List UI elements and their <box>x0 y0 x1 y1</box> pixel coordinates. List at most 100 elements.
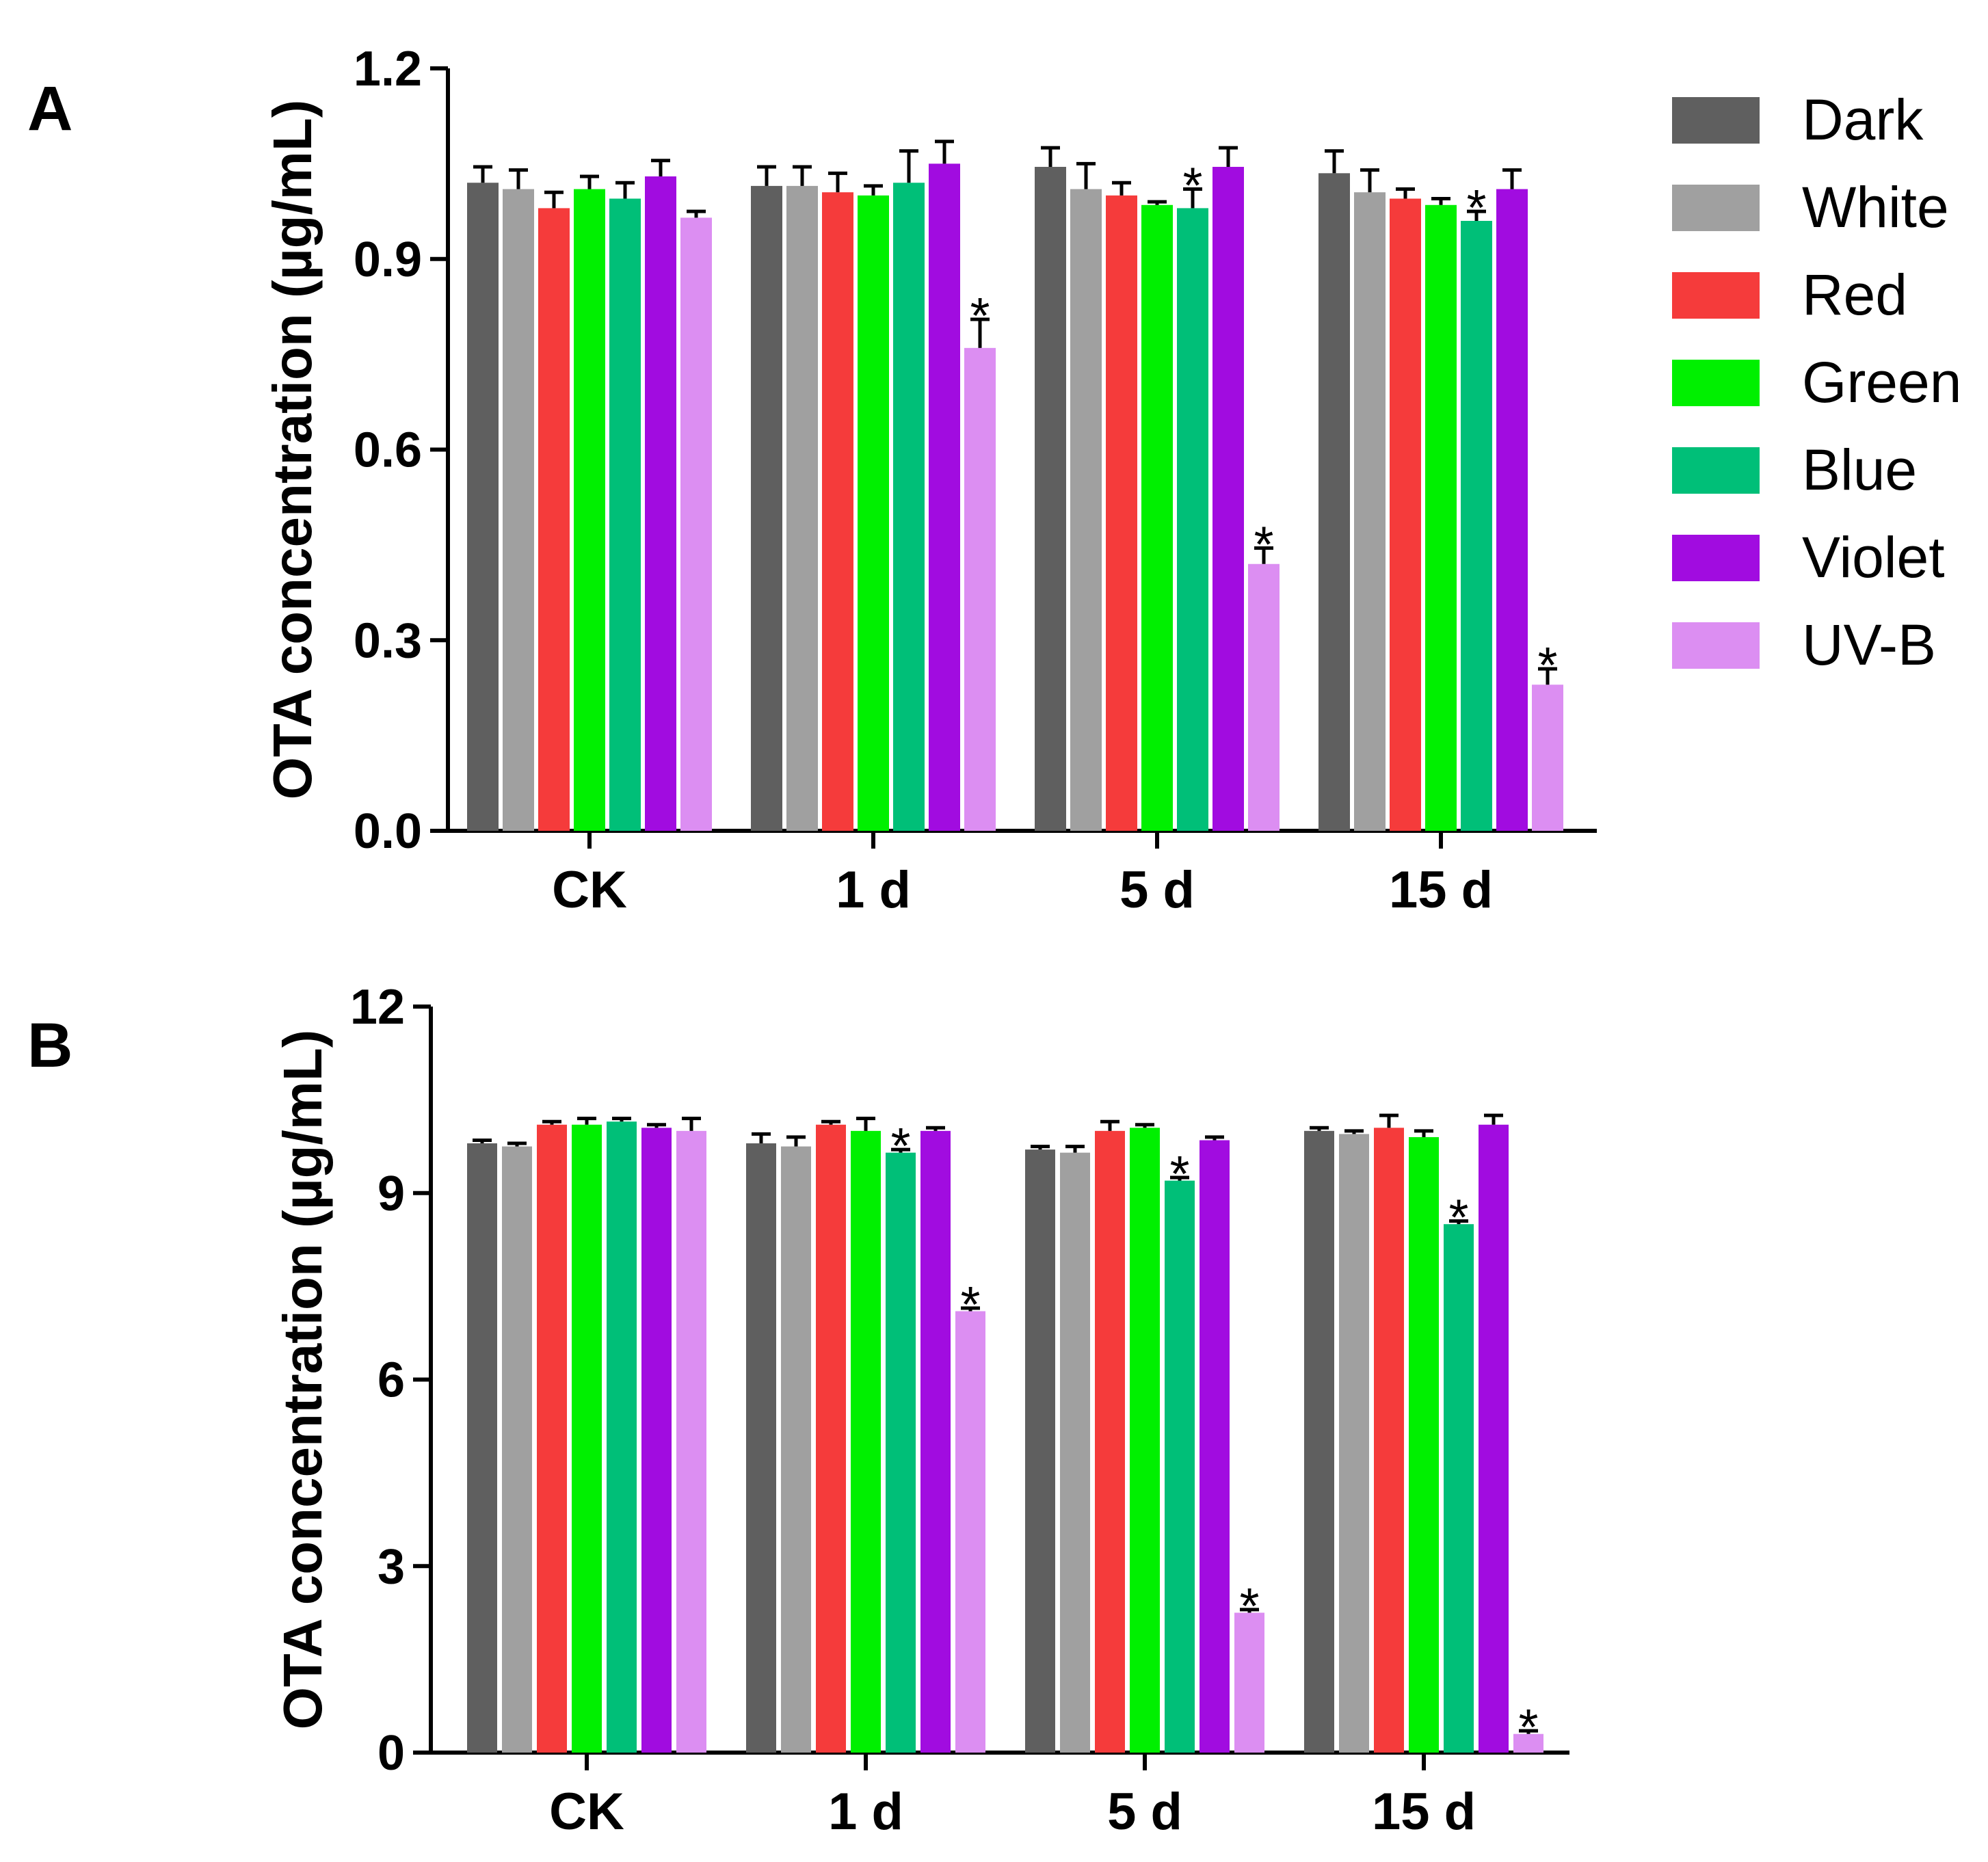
panel-a-y-tick-label: 0.9 <box>354 232 422 287</box>
panel-b-significance-marker: * <box>1170 1145 1190 1202</box>
panel-b-bar-white-ck <box>502 1146 532 1753</box>
panel-a-bar-uv-b-15-d <box>1532 684 1563 831</box>
legend-label-uv-b: UV-B <box>1802 613 1936 677</box>
panel-a-y-tick-label: 0.3 <box>354 613 422 668</box>
legend-swatch-violet <box>1672 535 1760 581</box>
panel-b-letter: B <box>27 1011 72 1080</box>
panel-a-bar-blue-ck <box>609 198 641 832</box>
legend-label-dark: Dark <box>1802 88 1924 152</box>
panel-a-chart: A OTA concentration (µg/mL) 0.0 0.3 0.6 0.9 1… <box>27 42 1597 919</box>
panel-a-x-tick-label: 5 d <box>1119 861 1195 919</box>
panel-b-significance-marker: * <box>891 1117 911 1174</box>
legend-label-green: Green <box>1802 350 1961 414</box>
panel-b-bar-white-15-d <box>1339 1134 1369 1753</box>
panel-a-bar-uv-b-1-d <box>964 347 996 831</box>
panel-b-x-tick-label: CK <box>549 1783 624 1841</box>
panel-a-bar-blue-15-d <box>1461 221 1492 831</box>
legend-label-violet: Violet <box>1802 525 1945 589</box>
panel-b-bar-violet-1-d <box>920 1130 951 1753</box>
panel-a-bar-blue-1-d <box>893 183 925 831</box>
panel-b-y-tick-label: 0 <box>377 1726 405 1781</box>
panel-b-y-axis-title: OTA concentration (µg/mL) <box>272 1030 333 1730</box>
panel-a-x-tick-label: 1 d <box>836 861 911 919</box>
panel-b-x-tick-label: 1 d <box>828 1783 903 1841</box>
panel-a-letter: A <box>27 74 72 144</box>
panel-a-bar-blue-5-d <box>1177 208 1208 832</box>
panel-b-x-tick-label: 15 d <box>1372 1783 1476 1841</box>
panel-a-bar-green-15-d <box>1425 204 1457 831</box>
legend: Dark White Red Green Blue Violet UV-B <box>1672 88 1961 677</box>
legend-label-white: White <box>1802 175 1949 239</box>
legend-swatch-dark <box>1672 97 1760 144</box>
legend-swatch-red <box>1672 272 1760 319</box>
legend-swatch-uv-b <box>1672 622 1760 669</box>
panel-a-bar-white-15-d <box>1354 192 1386 831</box>
panel-b-bar-blue-1-d <box>886 1152 916 1753</box>
legend-swatch-green <box>1672 360 1760 406</box>
panel-b-bar-red-15-d <box>1374 1128 1404 1753</box>
panel-a-significance-marker: * <box>1183 157 1203 214</box>
panel-a-bar-white-5-d <box>1070 189 1102 832</box>
panel-b-y-tick-label: 9 <box>377 1167 405 1221</box>
panel-b-y-tick-label: 6 <box>377 1353 405 1408</box>
panel-b-chart: B OTA concentration (µg/mL) 0 3 6 9 12 CK 1 d * *… <box>27 980 1569 1841</box>
panel-a-x-tick-label: 15 d <box>1389 861 1493 919</box>
panel-a-bar-dark-15-d <box>1318 173 1350 831</box>
panel-b-bar-red-5-d <box>1095 1130 1125 1753</box>
panel-b-bar-uv-b-5-d <box>1234 1612 1264 1753</box>
panel-b-bar-uv-b-15-d <box>1513 1733 1543 1753</box>
legend-label-blue: Blue <box>1802 438 1917 502</box>
panel-b-bar-white-5-d <box>1060 1152 1090 1753</box>
panel-b-bar-dark-1-d <box>746 1143 776 1753</box>
panel-b-bar-red-1-d <box>816 1124 846 1753</box>
panel-a-significance-marker: * <box>1538 637 1558 693</box>
panel-a-bar-dark-1-d <box>751 185 782 831</box>
panel-b-bar-green-ck <box>572 1124 602 1753</box>
panel-a-bar-red-5-d <box>1106 195 1137 831</box>
panel-b-bar-dark-5-d <box>1025 1149 1055 1753</box>
panel-a-y-tick-label: 0.0 <box>354 804 422 859</box>
panel-a-bar-white-ck <box>503 189 534 832</box>
panel-a-bar-green-5-d <box>1141 204 1173 831</box>
panel-a-bar-red-ck <box>538 208 570 832</box>
panel-a-bar-green-ck <box>574 189 605 832</box>
panel-b-bar-green-5-d <box>1130 1128 1160 1753</box>
panel-b-significance-marker: * <box>1519 1699 1539 1755</box>
panel-b-bar-violet-5-d <box>1200 1140 1230 1753</box>
panel-a-significance-marker: * <box>1254 516 1274 573</box>
panel-b-bar-green-1-d <box>851 1130 881 1753</box>
panel-b-bar-dark-15-d <box>1304 1130 1334 1753</box>
panel-b-bar-violet-15-d <box>1479 1124 1509 1753</box>
panel-a-significance-marker: * <box>970 287 990 344</box>
panel-b-significance-marker: * <box>1240 1578 1260 1634</box>
panel-b-y-tick-label: 3 <box>377 1539 405 1594</box>
legend-swatch-white <box>1672 185 1760 231</box>
panel-a-y-tick-label: 0.6 <box>354 423 422 478</box>
panel-a-bar-violet-15-d <box>1496 189 1528 832</box>
panel-a-bar-dark-5-d <box>1035 167 1066 832</box>
panel-a-bar-red-15-d <box>1390 198 1421 832</box>
panel-a-y-tick-label: 1.2 <box>354 42 422 96</box>
panel-a-bar-uv-b-ck <box>680 217 712 832</box>
panel-b-bar-green-15-d <box>1409 1136 1439 1753</box>
panel-a-bar-white-1-d <box>786 185 818 831</box>
panel-a-bar-violet-ck <box>645 176 676 831</box>
panel-a-bar-red-1-d <box>822 192 853 831</box>
panel-b-bar-red-ck <box>537 1124 567 1753</box>
panel-b-bar-blue-ck <box>607 1121 637 1753</box>
legend-swatch-blue <box>1672 447 1760 494</box>
panel-a-bar-dark-ck <box>467 183 499 831</box>
panel-a-bar-green-1-d <box>858 195 889 831</box>
panel-a-y-axis-title: OTA concentration (µg/mL) <box>262 100 323 800</box>
legend-label-red: Red <box>1802 263 1907 327</box>
panel-b-y-tick-label: 12 <box>350 980 405 1035</box>
panel-b-bar-dark-ck <box>467 1143 497 1753</box>
panel-b-bar-uv-b-1-d <box>955 1311 985 1753</box>
panel-b-bar-blue-5-d <box>1165 1180 1195 1753</box>
panel-a-significance-marker: * <box>1467 179 1487 236</box>
panel-a-bar-violet-5-d <box>1212 167 1244 832</box>
panel-a-bar-violet-1-d <box>929 163 960 831</box>
panel-b-significance-marker: * <box>1449 1189 1469 1246</box>
panel-a-x-tick-label: CK <box>552 861 627 919</box>
